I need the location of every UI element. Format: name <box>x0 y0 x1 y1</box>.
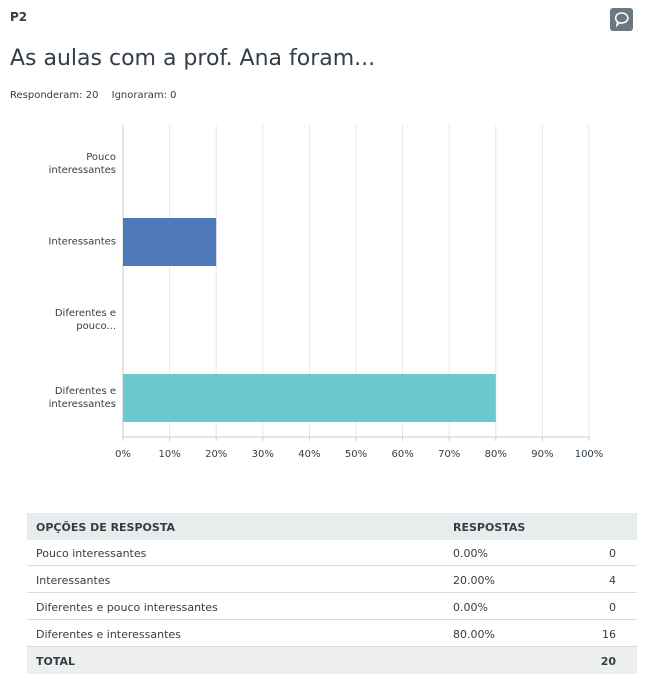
answer-percent: 0.00% <box>453 547 488 560</box>
question-number: P2 <box>10 10 28 24</box>
answer-count: 0 <box>609 547 616 560</box>
answer-option: Interessantes <box>36 574 111 587</box>
skipped-count: 0 <box>170 90 177 101</box>
x-tick-label: 0% <box>115 449 131 460</box>
answer-option: Diferentes e pouco interessantes <box>36 601 218 614</box>
table-header: OPÇÕES DE RESPOSTA RESPOSTAS <box>27 513 637 540</box>
total-count: 20 <box>600 655 616 668</box>
answer-count: 4 <box>609 574 616 587</box>
x-tick-label: 30% <box>252 449 274 460</box>
answer-option: Pouco interessantes <box>36 547 147 560</box>
table-total: TOTAL 20 <box>27 647 637 674</box>
x-tick-label: 90% <box>531 449 553 460</box>
answer-percent: 0.00% <box>453 601 488 614</box>
answered-label: Responderam: <box>10 90 83 101</box>
x-tick-label: 50% <box>345 449 367 460</box>
response-summary: Responderam: 20 Ignoraram: 0 <box>10 90 177 101</box>
x-tick-label: 20% <box>205 449 227 460</box>
x-tick-label: 80% <box>485 449 507 460</box>
total-label: TOTAL <box>36 655 76 668</box>
y-tick-label: Pouco interessantes <box>48 152 116 176</box>
table-row: Diferentes e interessantes 80.00% 16 <box>27 620 637 647</box>
table-row: Diferentes e pouco interessantes 0.00% 0 <box>27 593 637 620</box>
column-header: OPÇÕES DE RESPOSTA <box>36 521 175 534</box>
x-tick-label: 10% <box>158 449 180 460</box>
answered-count: 20 <box>85 90 99 101</box>
answer-percent: 80.00% <box>453 628 495 641</box>
bar <box>123 374 496 422</box>
table-row: Interessantes 20.00% 4 <box>27 566 637 593</box>
x-tick-label: 70% <box>438 449 460 460</box>
answer-count: 0 <box>609 601 616 614</box>
y-tick-label: Interessantes <box>48 236 116 248</box>
answer-option: Diferentes e interessantes <box>36 628 181 641</box>
skipped-label: Ignoraram: <box>111 90 167 101</box>
column-header: RESPOSTAS <box>453 521 526 534</box>
y-tick-label: Diferentes e interessantes <box>48 386 116 410</box>
y-tick-label: Diferentes e pouco... <box>54 308 116 332</box>
comment-icon[interactable] <box>610 8 633 31</box>
x-tick-label: 60% <box>391 449 413 460</box>
x-tick-label: 40% <box>298 449 320 460</box>
bar <box>123 218 217 266</box>
x-tick-label: 100% <box>575 449 604 460</box>
comment-glyph <box>614 12 629 28</box>
question-title: As aulas com a prof. Ana foram... <box>10 46 376 71</box>
table-row: Pouco interessantes 0.00% 0 <box>27 539 637 566</box>
answer-percent: 20.00% <box>453 574 495 587</box>
answer-count: 16 <box>602 628 616 641</box>
